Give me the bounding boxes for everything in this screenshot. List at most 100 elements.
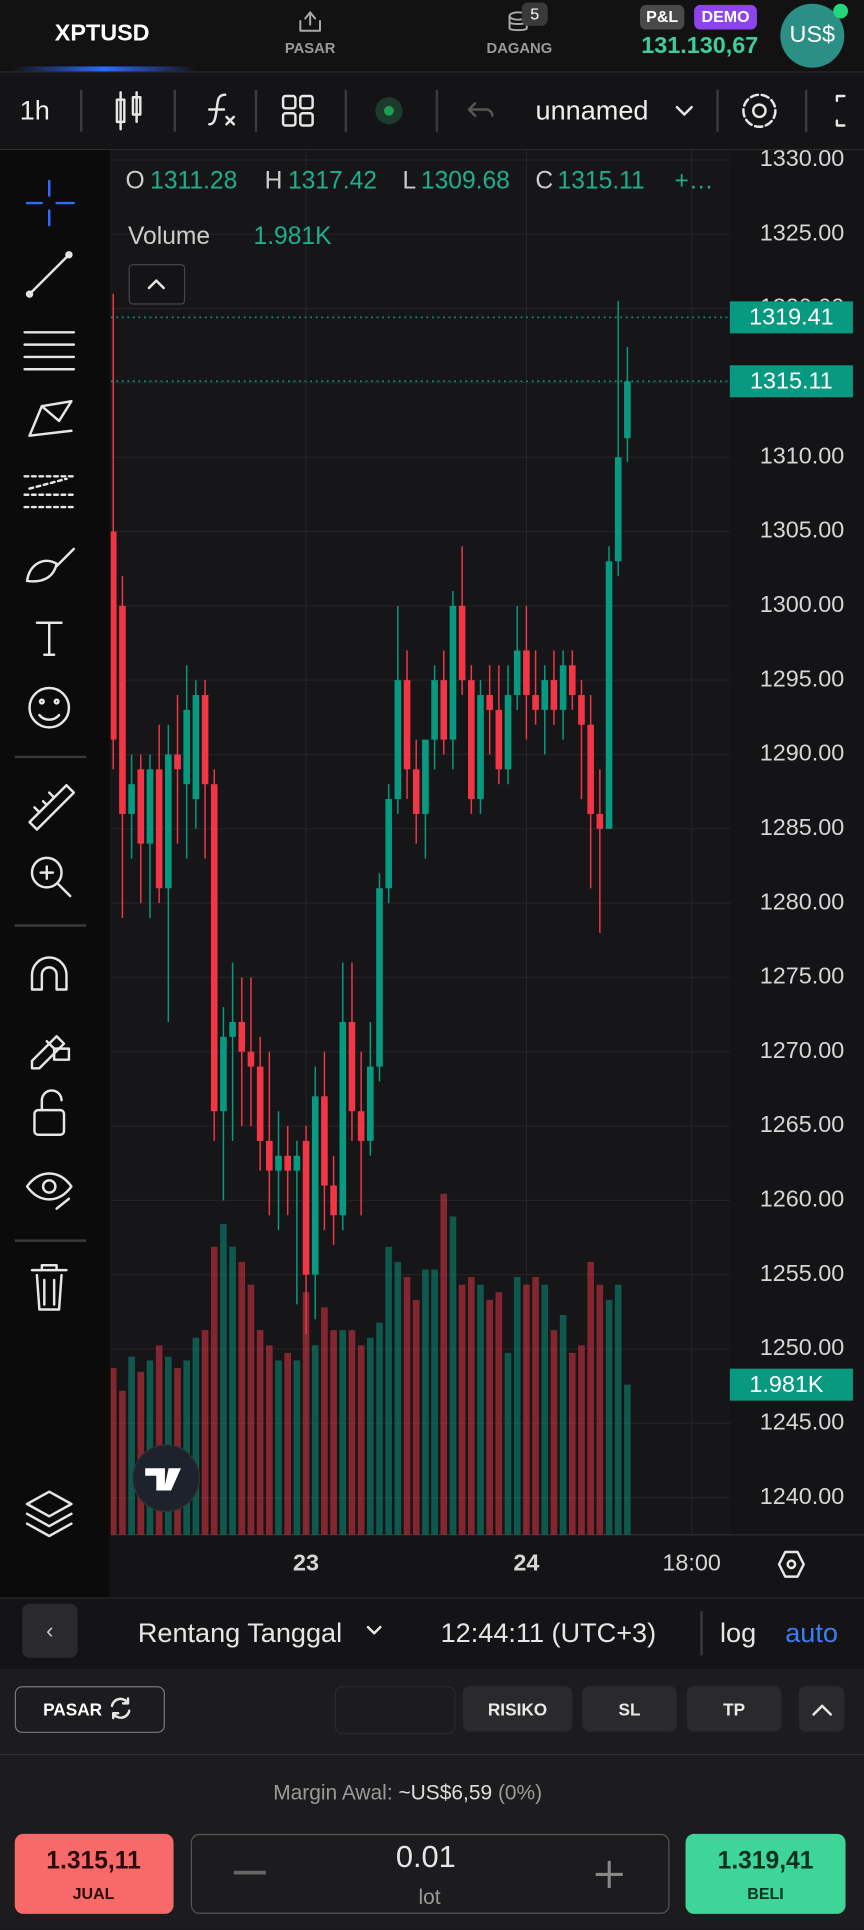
- tab-label[interactable]: PASAR: [284, 39, 336, 57]
- mode-button[interactable]: [14, 1686, 165, 1733]
- active-tab-indicator: [12, 66, 197, 72]
- y-tick-label: 1240.00: [760, 1483, 845, 1509]
- candle-body: [229, 1022, 236, 1037]
- volume-bar: [394, 1261, 402, 1535]
- volume-bar: [229, 1246, 236, 1535]
- settings-hexagon[interactable]: [777, 1550, 805, 1578]
- collapse-legend[interactable]: [128, 263, 186, 305]
- volume-bar: [541, 1284, 549, 1535]
- log-toggle[interactable]: log: [719, 1617, 757, 1648]
- volume-bar: [201, 1330, 209, 1535]
- volume-bar: [321, 1307, 328, 1535]
- candle-body: [174, 754, 181, 770]
- margin-label: Margin Awal:: [273, 1780, 393, 1805]
- volume-bar: [431, 1269, 438, 1535]
- candle-body: [238, 1022, 246, 1052]
- candle-body: [376, 888, 383, 1067]
- volume-bar: [468, 1277, 475, 1535]
- candle-body: [458, 605, 466, 681]
- price-line-tag-label: 1319.41: [749, 304, 833, 330]
- volume-bar: [220, 1224, 227, 1535]
- candle-body: [578, 695, 585, 725]
- volume-bar: [403, 1277, 411, 1535]
- candle-body: [477, 695, 484, 800]
- volume-bar: [550, 1330, 558, 1535]
- status-dot: [833, 3, 848, 19]
- buy-button[interactable]: [685, 1833, 846, 1914]
- price-line-tag: [729, 301, 853, 334]
- volume-bar: [376, 1322, 383, 1535]
- legend-open: 1311.28: [150, 168, 237, 195]
- candle-body: [596, 813, 604, 829]
- candle-body: [302, 1140, 310, 1275]
- volume-bar: [477, 1284, 484, 1535]
- candle-body: [385, 799, 392, 889]
- minus-button[interactable]: [233, 1870, 266, 1875]
- back-button[interactable]: ‹: [22, 1603, 78, 1658]
- candle-body: [192, 695, 200, 800]
- candle-body: [568, 665, 576, 696]
- candle-body: [513, 650, 521, 696]
- sell-button[interactable]: [14, 1833, 174, 1914]
- candle-body: [440, 680, 448, 740]
- tp-button[interactable]: TP: [686, 1686, 782, 1732]
- volume-bar: [412, 1299, 420, 1535]
- sl-button[interactable]: SL: [582, 1686, 677, 1732]
- legend-h: H: [265, 168, 283, 195]
- volume-bar: [422, 1269, 429, 1535]
- y-tick-label: 1300.00: [760, 591, 845, 617]
- candle-body: [210, 784, 218, 1112]
- layout-name[interactable]: unnamed: [535, 94, 649, 126]
- lot-input[interactable]: [190, 1833, 670, 1914]
- candle-body: [403, 680, 411, 770]
- margin-pct: (0%): [497, 1780, 543, 1805]
- volume-bar: [348, 1330, 356, 1535]
- expand-button[interactable]: [798, 1686, 845, 1732]
- volume-bar: [302, 1292, 310, 1535]
- risk-button[interactable]: RISIKO: [462, 1686, 573, 1732]
- candle-body: [110, 531, 117, 740]
- tv-logo[interactable]: [132, 1444, 200, 1512]
- candle-body: [339, 1022, 347, 1216]
- y-tick-label: 1310.00: [760, 442, 845, 468]
- y-tick-label: 1275.00: [760, 963, 845, 989]
- plus-button[interactable]: [592, 1857, 626, 1891]
- auto-toggle[interactable]: auto: [785, 1617, 838, 1648]
- candle-body: [137, 769, 145, 844]
- volume-bar: [128, 1356, 135, 1535]
- volume-bar: [256, 1330, 264, 1535]
- legend-low: 1309.68: [421, 168, 510, 195]
- pasar-icon: [299, 11, 321, 32]
- sell-label: JUAL: [72, 1884, 115, 1903]
- candle-body: [495, 709, 503, 770]
- date-range[interactable]: Rentang Tanggal: [137, 1617, 343, 1648]
- symbol[interactable]: XPTUSD: [54, 20, 150, 47]
- volume-bar: [568, 1352, 576, 1535]
- candle-body: [532, 695, 539, 710]
- volume-bar: [339, 1330, 347, 1535]
- x-tick-label: 24: [513, 1549, 539, 1575]
- date-range-chevron: [366, 1625, 382, 1635]
- empty-field[interactable]: [334, 1686, 456, 1735]
- bottom-bar: [0, 1597, 864, 1671]
- y-tick-label: 1245.00: [760, 1408, 845, 1434]
- volume-bar: [587, 1261, 594, 1535]
- legend-volume-value: 1.981K: [254, 223, 333, 250]
- tab-label[interactable]: DAGANG: [486, 39, 553, 57]
- volume-bar: [110, 1368, 117, 1535]
- balance: 131.130,67: [641, 33, 759, 60]
- volume-bar: [367, 1337, 374, 1535]
- candle-body: [468, 680, 475, 800]
- y-tick-label: 1255.00: [760, 1260, 845, 1286]
- candle-body: [357, 1111, 365, 1141]
- divider: [0, 1753, 864, 1756]
- candle-body: [119, 605, 126, 814]
- candle-body: [275, 1155, 282, 1171]
- volume-bar: [192, 1337, 200, 1535]
- y-tick-label: 1270.00: [760, 1037, 845, 1063]
- tv-logo-mark: [145, 1468, 181, 1491]
- interval[interactable]: 1h: [19, 94, 50, 126]
- volume-bar: [183, 1360, 191, 1535]
